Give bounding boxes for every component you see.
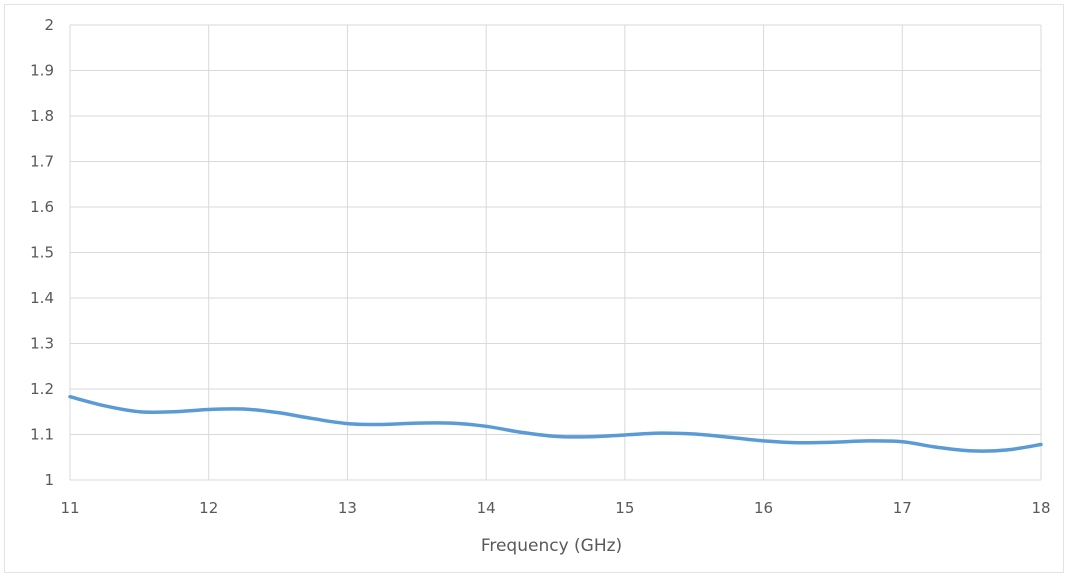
line-chart: 1 1.1 1.2 1.3 1.4 1.5 1.6 1.7 1.8 1.9 2 11 12 13 14 15… <box>30 16 1050 556</box>
y-tick-label: 1.4 <box>30 289 54 307</box>
y-tick-label: 1.8 <box>30 107 54 125</box>
y-tick-label: 1 <box>44 471 54 489</box>
x-tick-label: 14 <box>477 499 496 517</box>
x-tick-label: 18 <box>1031 499 1050 517</box>
y-axis-ticks: 1 1.1 1.2 1.3 1.4 1.5 1.6 1.7 1.8 1.9 2 <box>30 16 54 489</box>
y-tick-label: 2 <box>44 16 54 34</box>
grid <box>69 24 1042 481</box>
y-tick-label: 1.7 <box>30 153 54 171</box>
y-tick-label: 1.5 <box>30 244 54 262</box>
x-axis-ticks: 11 12 13 14 15 16 17 18 <box>60 499 1050 517</box>
x-tick-label: 11 <box>60 499 79 517</box>
chart-frame: 1 1.1 1.2 1.3 1.4 1.5 1.6 1.7 1.8 1.9 2 11 12 13 14 15… <box>4 4 1064 573</box>
y-tick-label: 1.6 <box>30 198 54 216</box>
x-tick-label: 16 <box>754 499 773 517</box>
x-axis-title: Frequency (GHz) <box>481 536 622 556</box>
y-tick-label: 1.2 <box>30 380 54 398</box>
y-tick-label: 1.1 <box>30 426 54 444</box>
y-tick-label: 1.9 <box>30 62 54 80</box>
y-tick-label: 1.3 <box>30 335 54 353</box>
x-tick-label: 13 <box>338 499 357 517</box>
x-tick-label: 15 <box>615 499 634 517</box>
series-line <box>68 394 1043 453</box>
x-tick-label: 17 <box>893 499 912 517</box>
x-tick-label: 12 <box>199 499 218 517</box>
series-layer <box>68 394 1043 453</box>
